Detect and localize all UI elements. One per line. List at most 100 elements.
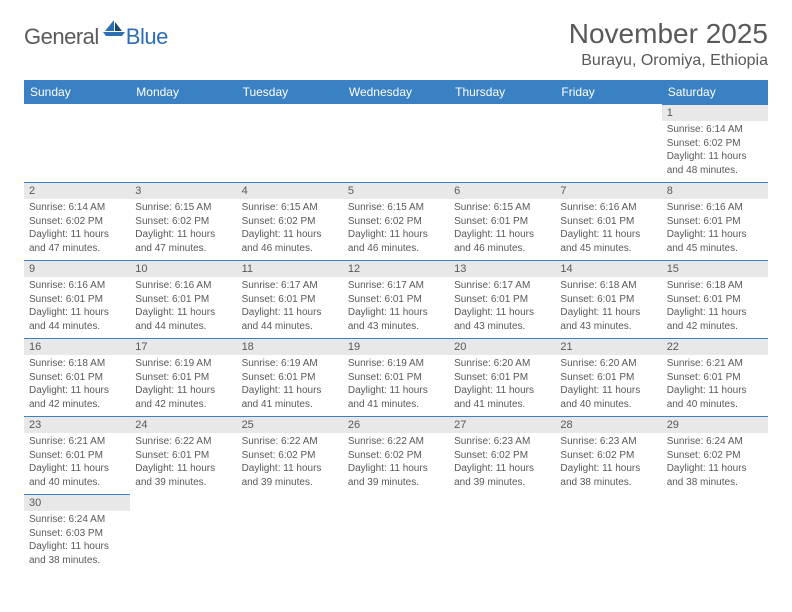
calendar-cell xyxy=(449,494,555,572)
calendar-cell xyxy=(555,104,661,182)
weekday-header: Sunday xyxy=(24,80,130,104)
calendar-row: 23Sunrise: 6:21 AMSunset: 6:01 PMDayligh… xyxy=(24,416,768,494)
day-number: 9 xyxy=(24,260,130,277)
calendar-cell: 4Sunrise: 6:15 AMSunset: 6:02 PMDaylight… xyxy=(237,182,343,260)
calendar-cell xyxy=(449,104,555,182)
day-details: Sunrise: 6:22 AMSunset: 6:02 PMDaylight:… xyxy=(237,433,343,493)
calendar-body: 1Sunrise: 6:14 AMSunset: 6:02 PMDaylight… xyxy=(24,104,768,572)
day-number: 22 xyxy=(662,338,768,355)
day-details: Sunrise: 6:19 AMSunset: 6:01 PMDaylight:… xyxy=(130,355,236,415)
calendar-cell: 15Sunrise: 6:18 AMSunset: 6:01 PMDayligh… xyxy=(662,260,768,338)
calendar-row: 1Sunrise: 6:14 AMSunset: 6:02 PMDaylight… xyxy=(24,104,768,182)
logo: General Blue xyxy=(24,18,168,50)
calendar-cell: 10Sunrise: 6:16 AMSunset: 6:01 PMDayligh… xyxy=(130,260,236,338)
weekday-row: SundayMondayTuesdayWednesdayThursdayFrid… xyxy=(24,80,768,104)
day-number: 2 xyxy=(24,182,130,199)
day-details: Sunrise: 6:24 AMSunset: 6:02 PMDaylight:… xyxy=(662,433,768,493)
day-number: 1 xyxy=(662,104,768,121)
day-details: Sunrise: 6:17 AMSunset: 6:01 PMDaylight:… xyxy=(343,277,449,337)
header: General Blue November 2025 Burayu, Oromi… xyxy=(24,18,768,70)
calendar-cell: 1Sunrise: 6:14 AMSunset: 6:02 PMDaylight… xyxy=(662,104,768,182)
calendar-cell: 18Sunrise: 6:19 AMSunset: 6:01 PMDayligh… xyxy=(237,338,343,416)
day-number: 17 xyxy=(130,338,236,355)
day-number: 15 xyxy=(662,260,768,277)
weekday-header: Thursday xyxy=(449,80,555,104)
calendar-cell xyxy=(24,104,130,182)
calendar-cell: 11Sunrise: 6:17 AMSunset: 6:01 PMDayligh… xyxy=(237,260,343,338)
day-number: 3 xyxy=(130,182,236,199)
day-number: 18 xyxy=(237,338,343,355)
calendar-cell xyxy=(662,494,768,572)
day-number: 4 xyxy=(237,182,343,199)
calendar-cell xyxy=(343,494,449,572)
day-details: Sunrise: 6:21 AMSunset: 6:01 PMDaylight:… xyxy=(662,355,768,415)
day-details: Sunrise: 6:20 AMSunset: 6:01 PMDaylight:… xyxy=(555,355,661,415)
day-number: 23 xyxy=(24,416,130,433)
day-number: 12 xyxy=(343,260,449,277)
calendar-cell: 22Sunrise: 6:21 AMSunset: 6:01 PMDayligh… xyxy=(662,338,768,416)
day-details: Sunrise: 6:18 AMSunset: 6:01 PMDaylight:… xyxy=(24,355,130,415)
day-details: Sunrise: 6:23 AMSunset: 6:02 PMDaylight:… xyxy=(555,433,661,493)
day-details: Sunrise: 6:22 AMSunset: 6:01 PMDaylight:… xyxy=(130,433,236,493)
calendar-cell: 19Sunrise: 6:19 AMSunset: 6:01 PMDayligh… xyxy=(343,338,449,416)
weekday-header: Monday xyxy=(130,80,236,104)
calendar-table: SundayMondayTuesdayWednesdayThursdayFrid… xyxy=(24,80,768,572)
calendar-head: SundayMondayTuesdayWednesdayThursdayFrid… xyxy=(24,80,768,104)
calendar-row: 16Sunrise: 6:18 AMSunset: 6:01 PMDayligh… xyxy=(24,338,768,416)
calendar-cell: 12Sunrise: 6:17 AMSunset: 6:01 PMDayligh… xyxy=(343,260,449,338)
day-number: 16 xyxy=(24,338,130,355)
day-number: 28 xyxy=(555,416,661,433)
calendar-cell: 5Sunrise: 6:15 AMSunset: 6:02 PMDaylight… xyxy=(343,182,449,260)
calendar-row: 9Sunrise: 6:16 AMSunset: 6:01 PMDaylight… xyxy=(24,260,768,338)
calendar-cell: 14Sunrise: 6:18 AMSunset: 6:01 PMDayligh… xyxy=(555,260,661,338)
day-details: Sunrise: 6:16 AMSunset: 6:01 PMDaylight:… xyxy=(24,277,130,337)
day-details: Sunrise: 6:14 AMSunset: 6:02 PMDaylight:… xyxy=(24,199,130,259)
day-details: Sunrise: 6:14 AMSunset: 6:02 PMDaylight:… xyxy=(662,121,768,181)
logo-text-general: General xyxy=(24,24,99,50)
calendar-cell: 23Sunrise: 6:21 AMSunset: 6:01 PMDayligh… xyxy=(24,416,130,494)
day-details: Sunrise: 6:17 AMSunset: 6:01 PMDaylight:… xyxy=(237,277,343,337)
day-number: 19 xyxy=(343,338,449,355)
calendar-cell: 2Sunrise: 6:14 AMSunset: 6:02 PMDaylight… xyxy=(24,182,130,260)
day-number: 30 xyxy=(24,494,130,511)
month-title: November 2025 xyxy=(569,18,768,50)
calendar-cell: 9Sunrise: 6:16 AMSunset: 6:01 PMDaylight… xyxy=(24,260,130,338)
day-number: 5 xyxy=(343,182,449,199)
calendar-cell: 28Sunrise: 6:23 AMSunset: 6:02 PMDayligh… xyxy=(555,416,661,494)
calendar-cell xyxy=(343,104,449,182)
calendar-cell: 30Sunrise: 6:24 AMSunset: 6:03 PMDayligh… xyxy=(24,494,130,572)
day-number: 11 xyxy=(237,260,343,277)
calendar-cell xyxy=(130,104,236,182)
day-number: 13 xyxy=(449,260,555,277)
day-number: 20 xyxy=(449,338,555,355)
calendar-cell: 7Sunrise: 6:16 AMSunset: 6:01 PMDaylight… xyxy=(555,182,661,260)
weekday-header: Tuesday xyxy=(237,80,343,104)
calendar-cell xyxy=(130,494,236,572)
title-block: November 2025 Burayu, Oromiya, Ethiopia xyxy=(569,18,768,70)
calendar-cell: 26Sunrise: 6:22 AMSunset: 6:02 PMDayligh… xyxy=(343,416,449,494)
day-details: Sunrise: 6:17 AMSunset: 6:01 PMDaylight:… xyxy=(449,277,555,337)
day-details: Sunrise: 6:24 AMSunset: 6:03 PMDaylight:… xyxy=(24,511,130,571)
day-details: Sunrise: 6:21 AMSunset: 6:01 PMDaylight:… xyxy=(24,433,130,493)
day-number: 8 xyxy=(662,182,768,199)
day-details: Sunrise: 6:23 AMSunset: 6:02 PMDaylight:… xyxy=(449,433,555,493)
calendar-cell: 29Sunrise: 6:24 AMSunset: 6:02 PMDayligh… xyxy=(662,416,768,494)
calendar-cell: 21Sunrise: 6:20 AMSunset: 6:01 PMDayligh… xyxy=(555,338,661,416)
calendar-cell: 24Sunrise: 6:22 AMSunset: 6:01 PMDayligh… xyxy=(130,416,236,494)
weekday-header: Saturday xyxy=(662,80,768,104)
day-number: 14 xyxy=(555,260,661,277)
day-details: Sunrise: 6:16 AMSunset: 6:01 PMDaylight:… xyxy=(662,199,768,259)
day-details: Sunrise: 6:16 AMSunset: 6:01 PMDaylight:… xyxy=(130,277,236,337)
calendar-cell xyxy=(555,494,661,572)
calendar-row: 2Sunrise: 6:14 AMSunset: 6:02 PMDaylight… xyxy=(24,182,768,260)
calendar-cell: 27Sunrise: 6:23 AMSunset: 6:02 PMDayligh… xyxy=(449,416,555,494)
day-details: Sunrise: 6:15 AMSunset: 6:01 PMDaylight:… xyxy=(449,199,555,259)
day-details: Sunrise: 6:19 AMSunset: 6:01 PMDaylight:… xyxy=(237,355,343,415)
day-details: Sunrise: 6:16 AMSunset: 6:01 PMDaylight:… xyxy=(555,199,661,259)
day-details: Sunrise: 6:22 AMSunset: 6:02 PMDaylight:… xyxy=(343,433,449,493)
day-number: 27 xyxy=(449,416,555,433)
calendar-cell: 25Sunrise: 6:22 AMSunset: 6:02 PMDayligh… xyxy=(237,416,343,494)
page: General Blue November 2025 Burayu, Oromi… xyxy=(0,0,792,590)
calendar-cell: 20Sunrise: 6:20 AMSunset: 6:01 PMDayligh… xyxy=(449,338,555,416)
day-number: 26 xyxy=(343,416,449,433)
